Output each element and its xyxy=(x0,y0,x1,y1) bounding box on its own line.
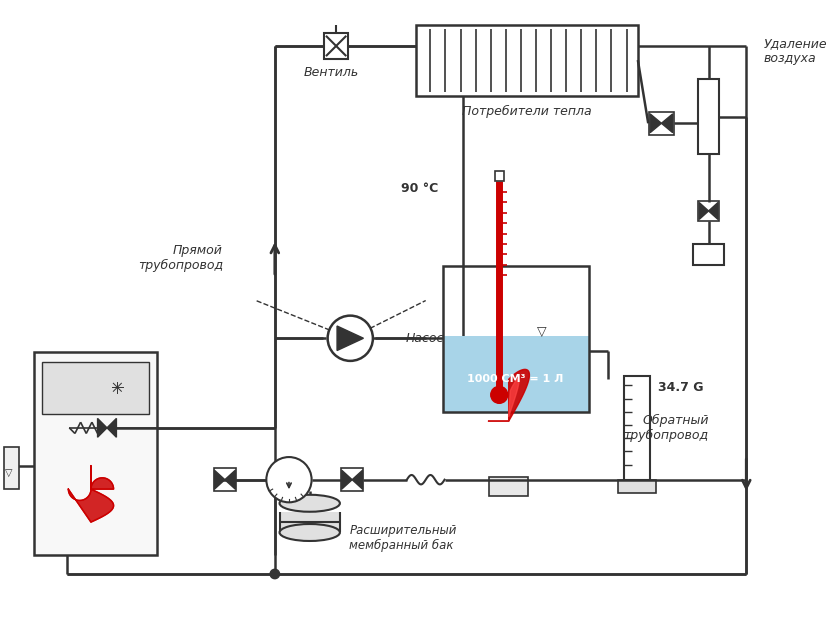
Polygon shape xyxy=(337,326,364,350)
Bar xyxy=(623,376,650,480)
Polygon shape xyxy=(650,114,662,132)
Circle shape xyxy=(108,378,127,397)
Bar xyxy=(489,477,529,496)
Polygon shape xyxy=(709,202,718,220)
Circle shape xyxy=(66,379,81,395)
Circle shape xyxy=(266,457,311,503)
Circle shape xyxy=(46,379,61,395)
Circle shape xyxy=(491,386,508,404)
Polygon shape xyxy=(107,418,116,437)
Circle shape xyxy=(85,379,100,395)
Bar xyxy=(495,171,504,181)
Bar xyxy=(34,352,157,555)
Ellipse shape xyxy=(280,495,340,512)
Polygon shape xyxy=(214,470,225,489)
Bar xyxy=(698,79,719,154)
Text: 1000 СМ³ = 1 Л: 1000 СМ³ = 1 Л xyxy=(467,374,564,384)
Polygon shape xyxy=(509,379,519,417)
Bar xyxy=(618,480,656,493)
Polygon shape xyxy=(68,465,114,522)
Polygon shape xyxy=(342,470,352,489)
Text: ▽: ▽ xyxy=(5,468,12,478)
Text: 34.7 G: 34.7 G xyxy=(657,381,703,394)
Bar xyxy=(417,25,637,96)
Text: Вентиль: Вентиль xyxy=(304,66,359,79)
Bar xyxy=(4,447,19,489)
Polygon shape xyxy=(98,418,107,437)
Text: 90 °C: 90 °C xyxy=(401,182,438,195)
Bar xyxy=(280,512,340,532)
Circle shape xyxy=(270,569,280,579)
Text: Прямой
трубопровод: Прямой трубопровод xyxy=(138,244,223,272)
Bar xyxy=(341,469,364,491)
Bar xyxy=(694,244,724,265)
Text: Потребители тепла: Потребители тепла xyxy=(461,105,592,118)
Polygon shape xyxy=(699,202,709,220)
Bar xyxy=(324,33,349,59)
Text: ▽: ▽ xyxy=(537,325,546,338)
Text: Насос: Насос xyxy=(406,332,444,345)
Polygon shape xyxy=(225,470,235,489)
Bar xyxy=(442,266,588,412)
Bar xyxy=(42,362,149,413)
Polygon shape xyxy=(488,370,530,422)
Circle shape xyxy=(328,316,373,361)
Bar xyxy=(213,469,237,491)
Polygon shape xyxy=(352,470,363,489)
Polygon shape xyxy=(662,114,673,132)
Bar xyxy=(442,336,588,412)
Text: Расширительный
мембранный бак: Расширительный мембранный бак xyxy=(349,524,457,552)
Bar xyxy=(649,112,674,134)
Ellipse shape xyxy=(280,524,340,541)
Text: Удаление
воздуха: Удаление воздуха xyxy=(764,37,827,64)
Bar xyxy=(698,201,719,222)
Text: Обратный
трубопровод: Обратный трубопровод xyxy=(623,413,709,442)
